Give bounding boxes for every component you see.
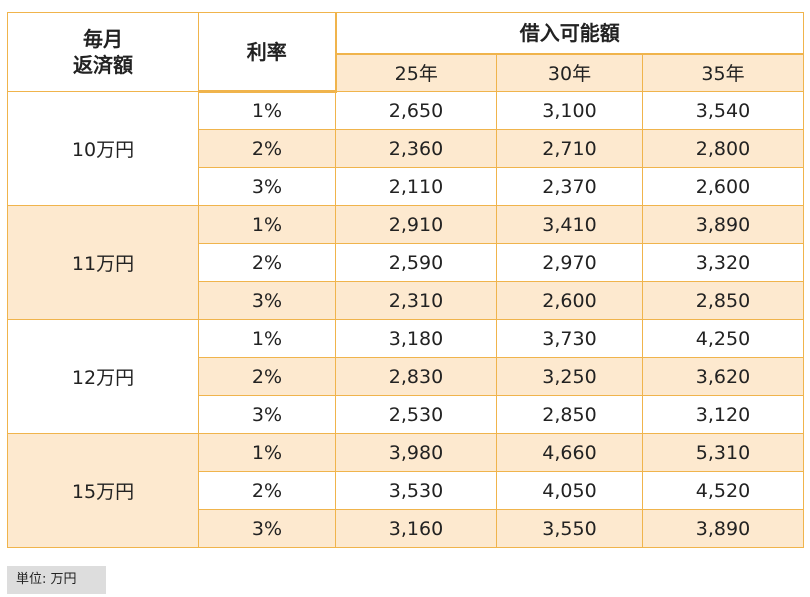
amount-cell: 2,800 [641,129,805,168]
amount-cell: 3,890 [641,509,805,548]
amount-cell: 3,120 [641,395,805,434]
table-row: 3% 2,530 2,850 3,120 [8,395,805,434]
amount-cell: 3,890 [641,205,805,244]
rate-cell: 3% [198,167,336,206]
amount-cell: 3,530 [335,471,497,510]
table-row: 3% 2,310 2,600 2,850 [8,281,805,320]
rate-cell: 1% [198,433,336,472]
rate-cell: 2% [198,471,336,510]
monthly-payment-cell: 10万円 [7,91,199,206]
amount-cell: 3,160 [335,509,497,548]
amount-cell: 3,730 [496,319,643,358]
rate-cell: 3% [198,281,336,320]
amount-cell: 3,540 [641,91,805,130]
table-row: 2% 2,830 3,250 3,620 [8,357,805,396]
amount-cell: 2,830 [335,357,497,396]
amount-cell: 4,520 [641,471,805,510]
monthly-header-line2: 返済額 [73,53,133,77]
table-row: 2% 3,530 4,050 4,520 [8,471,805,510]
monthly-payment-header: 毎月 返済額 [7,12,199,92]
rate-cell: 2% [198,357,336,396]
amount-cell: 2,910 [335,205,497,244]
amount-cell: 2,970 [496,243,643,282]
table-row: 2% 2,590 2,970 3,320 [8,243,805,282]
rate-cell: 1% [198,91,336,130]
table-row: 10万円 1% 2,650 3,100 3,540 [7,91,805,206]
amount-cell: 4,250 [641,319,805,358]
amount-cell: 2,530 [335,395,497,434]
rate-cell: 2% [198,129,336,168]
amount-cell: 3,620 [641,357,805,396]
table-row: 3% 2,110 2,370 2,600 [8,167,805,206]
amount-cell: 3,100 [496,91,643,130]
year-header-25: 25年 [335,52,497,92]
amount-cell: 2,370 [496,167,643,206]
rate-cell: 1% [198,319,336,358]
monthly-payment-cell: 11万円 [7,205,199,320]
monthly-payment-cell: 15万円 [7,433,199,548]
amount-cell: 4,660 [496,433,643,472]
amount-cell: 3,980 [335,433,497,472]
monthly-header-line1: 毎月 [83,27,123,51]
amount-cell: 3,320 [641,243,805,282]
monthly-payment-cell: 12万円 [7,319,199,434]
table-row: 12万円 1% 3,180 3,730 4,250 [7,319,805,434]
table-row: 11万円 1% 2,910 3,410 3,890 [7,205,805,320]
amount-cell: 3,180 [335,319,497,358]
year-header-30: 30年 [496,52,643,92]
amount-cell: 2,850 [641,281,805,320]
rate-cell: 2% [198,243,336,282]
amount-cell: 3,410 [496,205,643,244]
amount-cell: 2,110 [335,167,497,206]
amount-cell: 2,590 [335,243,497,282]
amount-cell: 2,850 [496,395,643,434]
rate-cell: 3% [198,395,336,434]
table-row: 3% 3,160 3,550 3,890 [8,509,805,548]
rate-cell: 3% [198,509,336,548]
amount-cell: 2,650 [335,91,497,130]
amount-cell: 2,600 [641,167,805,206]
amount-cell: 2,360 [335,129,497,168]
rate-header: 利率 [198,12,337,93]
table-row: 2% 2,360 2,710 2,800 [8,129,805,168]
amount-cell: 4,050 [496,471,643,510]
unit-note: 単位: 万円 [7,566,106,594]
year-header-35: 35年 [641,52,805,92]
amount-cell: 5,310 [641,433,805,472]
loan-table: 毎月 返済額 利率 借入可能額 25年 30年 35年 10万円 1% 2,650 3… [7,12,805,548]
amount-cell: 2,600 [496,281,643,320]
amount-cell: 2,310 [335,281,497,320]
amount-cell: 3,550 [496,509,643,548]
rate-cell: 1% [198,205,336,244]
amount-cell: 3,250 [496,357,643,396]
borrow-amount-header: 借入可能額 [334,12,805,54]
amount-cell: 2,710 [496,129,643,168]
table-row: 15万円 1% 3,980 4,660 5,310 [7,433,805,548]
